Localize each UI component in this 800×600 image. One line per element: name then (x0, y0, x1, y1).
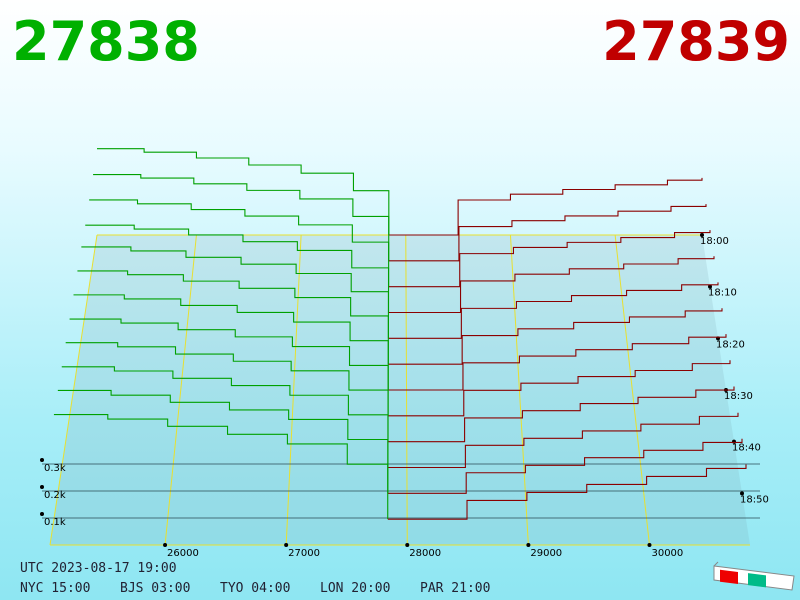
x-tick-label: 28000 (409, 548, 441, 559)
zone-time: PAR 21:00 (420, 581, 490, 596)
best-ask: 27839 (602, 10, 790, 73)
bid-depth-line (93, 173, 390, 261)
ask-depth-line (388, 256, 715, 314)
x-tick (526, 543, 531, 547)
ask-depth-line (388, 386, 735, 443)
y-tick (40, 485, 44, 489)
bid-depth-line (89, 199, 390, 287)
glasses-icon (713, 561, 795, 591)
z-tick (700, 233, 704, 237)
bid-depth-line (69, 318, 389, 416)
y-tick-label: 0.1k (44, 517, 66, 528)
z-tick-label: 18:00 (700, 236, 729, 247)
bid-depth-line (61, 366, 389, 468)
y-tick-label: 0.3k (44, 463, 66, 474)
x-tick-label: 27000 (288, 548, 320, 559)
zone-time: LON 20:00 (320, 581, 390, 596)
z-tick (740, 491, 744, 496)
bid-depth-line (73, 294, 389, 390)
x-tick (284, 543, 289, 547)
ask-depth-line (388, 334, 727, 391)
y-tick-label: 0.2k (44, 490, 66, 501)
ask-depth-line (388, 177, 703, 236)
ask-depth-line (388, 308, 723, 365)
ask-depth-line (388, 282, 719, 339)
utc-time: UTC 2023-08-17 19:00 (20, 561, 177, 576)
best-bid: 27838 (12, 10, 200, 73)
grid-line (285, 234, 302, 546)
bid-depth-line (57, 389, 389, 494)
bid-depth-line (81, 246, 389, 339)
y-tick (40, 512, 44, 516)
bid-depth-line (53, 413, 389, 520)
ask-depth-line (388, 204, 707, 262)
ask-depth-line (387, 464, 747, 520)
ask-depth-line (388, 360, 731, 417)
z-tick-label: 18:50 (740, 494, 769, 505)
x-tick (647, 543, 652, 547)
x-tick-label: 29000 (530, 548, 562, 559)
z-tick (708, 284, 712, 289)
x-tick (405, 543, 410, 547)
y-tick (40, 458, 44, 462)
ask-depth-line (387, 438, 743, 494)
zone-time: TYO 04:00 (220, 581, 290, 596)
bid-depth-line (97, 148, 390, 235)
zone-time: BJS 03:00 (120, 581, 190, 596)
zones: NYC 15:00 BJS 03:00 TYO 04:00 LON 20:00 PAR … (20, 581, 490, 596)
zone-time: NYC 15:00 (20, 581, 90, 596)
ask-depth-line (388, 230, 711, 288)
bid-depth-line (77, 270, 389, 365)
bid-depth-line (65, 342, 389, 442)
z-tick-label: 18:20 (716, 339, 745, 350)
z-tick-label: 18:10 (708, 288, 737, 299)
ask-depth-line (388, 412, 739, 469)
bid-depth-line (85, 224, 390, 313)
grid-line (614, 234, 650, 546)
z-tick-label: 18:30 (724, 391, 753, 402)
x-tick-label: 26000 (167, 548, 199, 559)
grid-line (164, 234, 197, 546)
x-tick (163, 543, 168, 547)
z-tick-label: 18:40 (732, 443, 761, 454)
x-tick-label: 30000 (651, 548, 683, 559)
